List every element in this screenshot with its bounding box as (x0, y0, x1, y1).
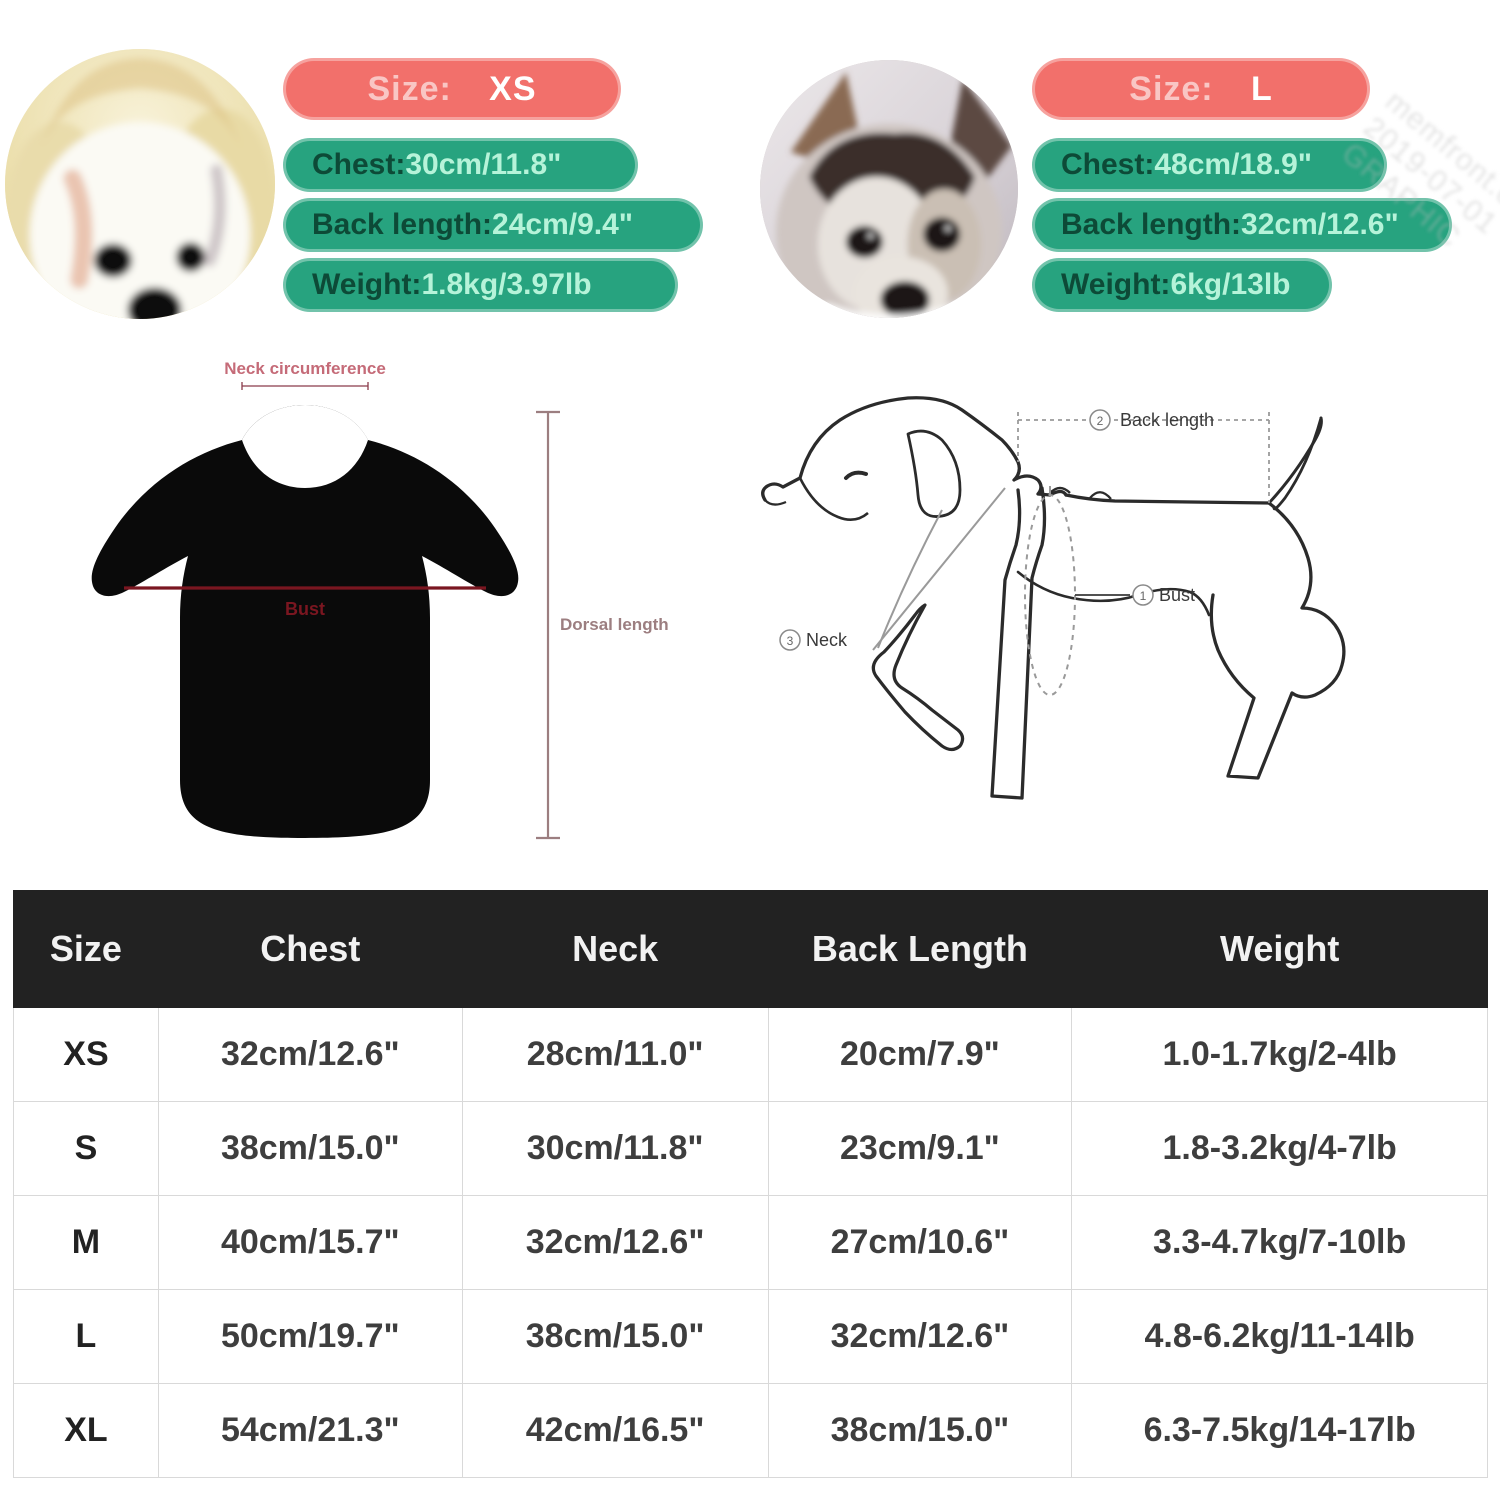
svg-text:3: 3 (787, 634, 794, 648)
svg-text:Neck: Neck (806, 630, 848, 650)
svg-text:Back length: Back length (1120, 410, 1214, 430)
svg-text:Dorsal length: Dorsal length (560, 615, 669, 634)
svg-text:Neck circumference: Neck circumference (224, 360, 386, 378)
svg-text:Bust: Bust (285, 599, 325, 619)
svg-text:1: 1 (1140, 589, 1147, 603)
svg-text:2: 2 (1097, 414, 1104, 428)
svg-text:Bust: Bust (1159, 585, 1195, 605)
